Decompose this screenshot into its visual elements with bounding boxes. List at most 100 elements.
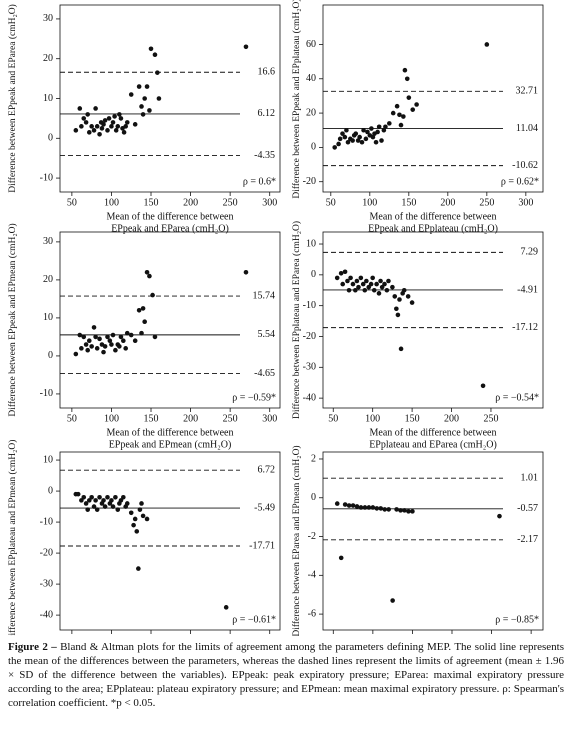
point [394, 306, 399, 312]
point [85, 507, 90, 512]
point [101, 122, 106, 127]
point [405, 294, 411, 299]
point [85, 112, 90, 117]
annotation: ρ = 0.62* [501, 176, 539, 187]
y-tick-label: 20 [306, 107, 316, 118]
point [386, 278, 391, 284]
point [144, 84, 150, 89]
point [414, 102, 419, 107]
y-axis-label: Difference between EPpeak and EPplateau … [291, 0, 302, 199]
point [93, 498, 98, 503]
point [118, 116, 124, 121]
point [350, 503, 356, 508]
point [480, 383, 486, 389]
point [107, 338, 113, 344]
reference-label: -4.91 [517, 284, 538, 295]
point [93, 334, 98, 340]
point [83, 501, 89, 506]
point [371, 287, 377, 293]
point [105, 334, 110, 340]
reference-label: -5.49 [254, 502, 275, 513]
point [340, 281, 346, 287]
point [382, 281, 387, 287]
x-axis-label: Mean of the difference between [107, 427, 234, 438]
point [368, 281, 374, 287]
point [398, 346, 404, 352]
y-tick-label: 0 [311, 269, 316, 280]
point [334, 501, 340, 506]
reference-label: 1.01 [521, 472, 539, 483]
point [376, 124, 382, 130]
annotation: ρ = −0.59* [232, 392, 276, 403]
point [342, 134, 348, 140]
point [118, 334, 124, 340]
point [384, 287, 390, 293]
reference-label: 11.04 [516, 123, 538, 134]
plot-frame [59, 231, 281, 409]
point [342, 269, 348, 275]
point [113, 128, 119, 133]
point [139, 501, 144, 506]
reference-label: -4.65 [254, 368, 275, 379]
x-tick-label: 250 [484, 635, 499, 636]
plot-frame [59, 451, 281, 631]
x-tick-label: 300 [262, 635, 277, 636]
y-tick-label: -20 [303, 331, 316, 342]
point [378, 278, 383, 284]
y-tick-label: -4 [308, 570, 316, 581]
x-tick-label: 300 [524, 635, 539, 636]
point [156, 96, 162, 101]
point [406, 95, 412, 100]
caption: Figure 2 – Bland & Altman plots for the … [8, 640, 564, 710]
x-tick-label: 200 [440, 197, 455, 208]
point [97, 494, 102, 500]
point [75, 491, 81, 497]
annotation: ρ = 0.6* [243, 176, 276, 187]
point [101, 498, 106, 503]
y-tick-label: -6 [308, 608, 316, 619]
annotation: ρ = −0.54* [495, 392, 539, 403]
x-tick-label: 50 [328, 413, 338, 424]
x-tick-label: 200 [183, 413, 198, 424]
y-tick-label: -10 [303, 300, 316, 311]
reference-label: -4.35 [254, 150, 275, 161]
point [85, 347, 90, 353]
point [345, 278, 350, 284]
x-axis-label: EPplateau and EParea (cmH₂O) [369, 439, 497, 450]
x-tick-label: 100 [362, 197, 377, 208]
point [362, 505, 368, 510]
point [140, 306, 146, 311]
point [102, 344, 108, 349]
x-tick-label: 50 [326, 197, 336, 208]
x-axis-label: Mean of the difference between [107, 211, 234, 222]
point [93, 106, 98, 111]
point [73, 351, 79, 357]
reference-label: 7.29 [521, 247, 539, 258]
point [89, 124, 94, 129]
y-tick-label: 60 [306, 39, 316, 50]
x-tick-label: 300 [262, 197, 277, 208]
point [102, 118, 108, 123]
point [334, 275, 340, 281]
point [346, 503, 352, 508]
point [83, 342, 89, 347]
point [110, 332, 116, 338]
point [79, 124, 84, 129]
x-tick-label: 200 [183, 197, 198, 208]
point [144, 516, 150, 522]
point [406, 509, 411, 514]
point [152, 334, 158, 340]
point [117, 344, 122, 349]
point [97, 132, 102, 137]
point [81, 116, 87, 121]
reference-label: 5.54 [258, 329, 276, 340]
point [360, 281, 366, 287]
point [117, 112, 122, 117]
y-tick-label: 0 [48, 133, 53, 144]
point [144, 269, 150, 275]
x-tick-label: 150 [144, 635, 159, 636]
point [86, 338, 92, 344]
x-axis-label: Mean of the difference between [370, 211, 497, 222]
reference-label: 32.71 [516, 86, 539, 97]
point [376, 291, 382, 296]
